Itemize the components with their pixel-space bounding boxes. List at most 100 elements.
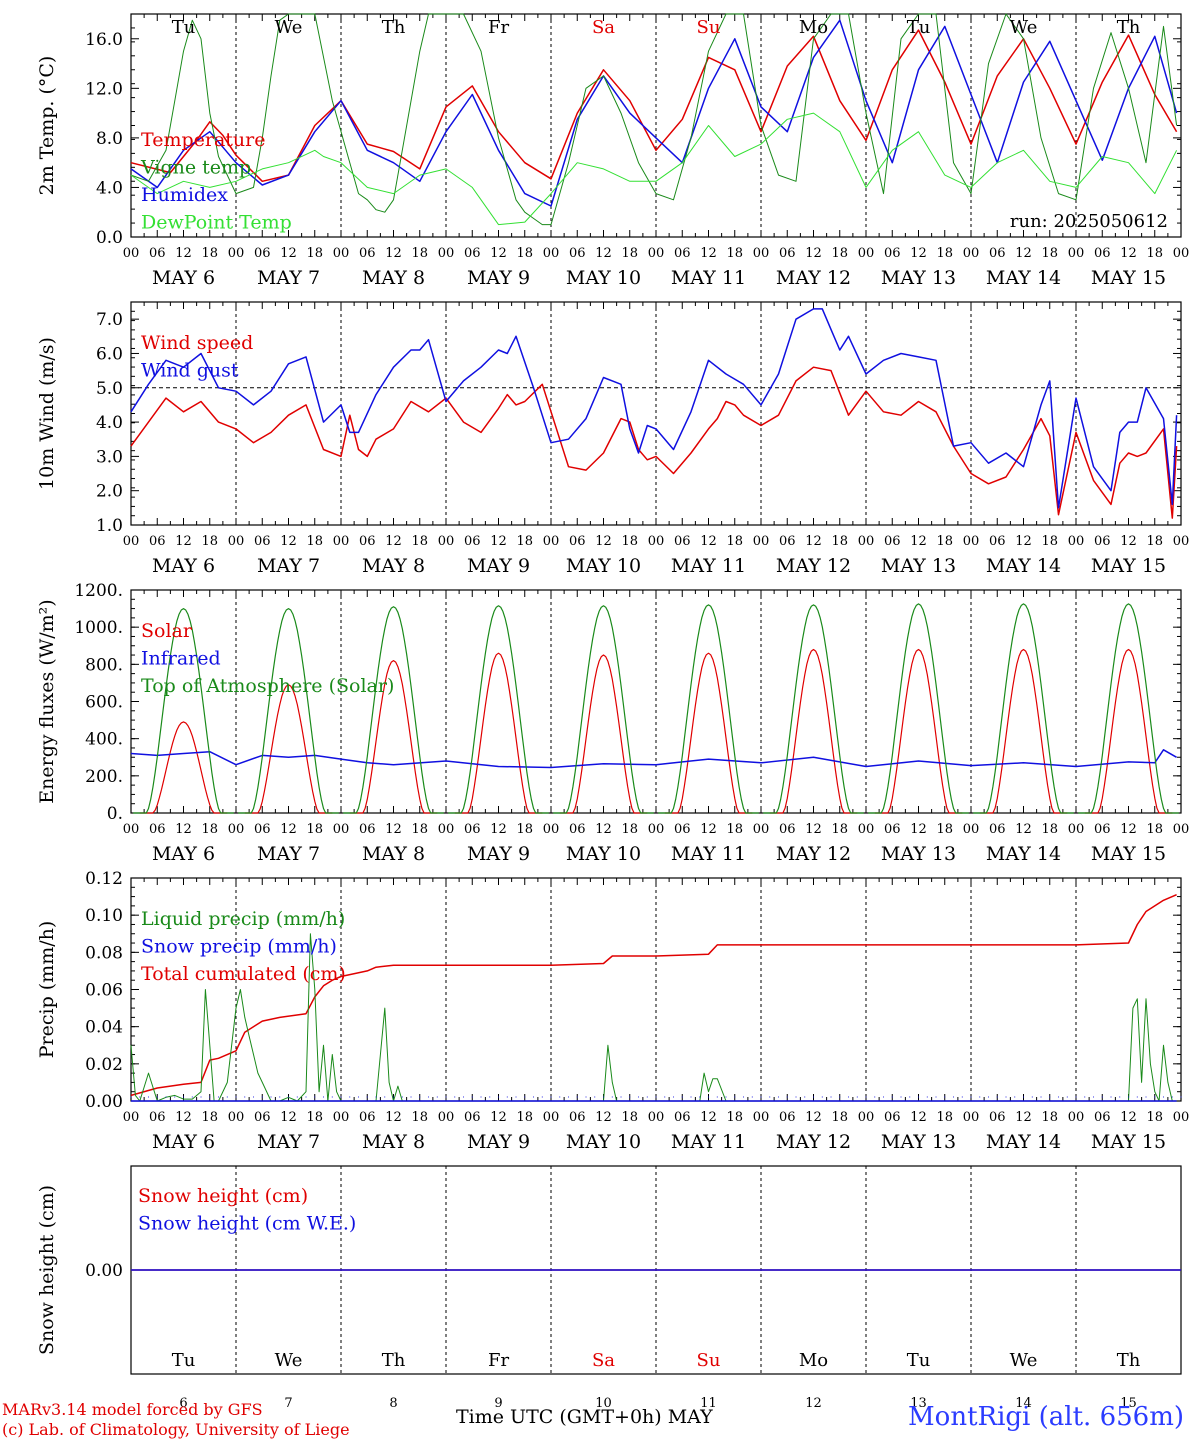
snow-precip-marker: · [217, 1093, 220, 1102]
snow-precip-marker: · [366, 1093, 369, 1102]
snow-precip-marker: · [768, 1093, 771, 1102]
hour-tick-label: 18 [831, 822, 848, 837]
snow-precip-marker: · [585, 1093, 588, 1102]
hour-tick-label: 12 [490, 1110, 507, 1125]
hour-tick-label: 18 [726, 534, 743, 549]
hour-tick-label: 06 [464, 1110, 481, 1125]
hour-tick-label: 06 [464, 246, 481, 261]
solar-line-day-7 [769, 648, 858, 814]
snow-precip-marker: · [865, 1093, 868, 1102]
weekday-label: Sa [592, 17, 615, 38]
hour-tick-label: 00 [333, 246, 350, 261]
hour-tick-label: 12 [805, 1110, 822, 1125]
legend-entry: Top of Atmosphere (Solar) [141, 675, 394, 697]
hour-tick-label: 00 [963, 1110, 980, 1125]
solar-line-day-10 [1084, 648, 1173, 814]
snow-precip-marker: · [1040, 1093, 1043, 1102]
snow-precip-marker: · [637, 1093, 640, 1102]
snow-precip-marker: · [567, 1093, 570, 1102]
y-tick-label: 0.04 [85, 1018, 123, 1038]
snow-precip-marker: · [838, 1093, 841, 1102]
weekday-label-bottom: Tu [907, 1350, 931, 1371]
snow-precip-marker: · [515, 1093, 518, 1102]
snow-precip-marker: · [532, 1093, 535, 1102]
hour-tick-label: 12 [595, 1110, 612, 1125]
hour-tick-label: 18 [936, 534, 953, 549]
snow-precip-marker: · [716, 1093, 719, 1102]
snow-precip-marker: · [1162, 1093, 1165, 1102]
snow-precip-marker: · [488, 1093, 491, 1102]
snow-precip-marker: · [576, 1093, 579, 1102]
hour-tick-label: 06 [149, 1110, 166, 1125]
snow-precip-marker: · [620, 1093, 623, 1102]
hour-tick-label: 18 [516, 246, 533, 261]
y-tick-label: 2.0 [96, 482, 123, 502]
hour-tick-label: 12 [175, 246, 192, 261]
snow-precip-marker: · [436, 1093, 439, 1102]
snow-precip-marker: · [471, 1093, 474, 1102]
hour-tick-label: 18 [201, 1110, 218, 1125]
hour-tick-label: 12 [280, 534, 297, 549]
legend-entry: Wind gust [141, 360, 239, 382]
snow-precip-marker: · [698, 1093, 701, 1102]
date-label: MAY 15 [1091, 555, 1166, 577]
snow-precip-marker: · [226, 1093, 229, 1102]
weekday-label-bottom: We [1010, 1350, 1038, 1371]
y-tick-label: 400. [85, 730, 123, 750]
hour-tick-label: 00 [648, 534, 665, 549]
snow-precip-marker: · [453, 1093, 456, 1102]
hour-tick-label: 12 [1120, 1110, 1137, 1125]
hour-tick-label: 06 [1094, 822, 1111, 837]
date-label: MAY 6 [152, 267, 215, 289]
hour-tick-label: 06 [149, 822, 166, 837]
top-of-atmosphere-solar-line-day-2 [238, 607, 339, 814]
hour-tick-label: 00 [753, 534, 770, 549]
hour-tick-label: 18 [726, 822, 743, 837]
snow-precip-marker: · [1153, 1093, 1156, 1102]
hour-tick-label: 18 [1146, 1110, 1163, 1125]
weekday-label-bottom: Mo [799, 1350, 828, 1371]
date-label: MAY 14 [986, 1131, 1061, 1153]
y-tick-label: 6.0 [96, 344, 123, 364]
panel-frame-1 [130, 13, 1182, 238]
legend-entry: Solar [141, 620, 193, 642]
hour-tick-label: 06 [779, 822, 796, 837]
hour-tick-label: 00 [858, 534, 875, 549]
snow-precip-marker: · [313, 1093, 316, 1102]
hour-tick-label: 12 [595, 534, 612, 549]
hour-tick-label: 12 [490, 822, 507, 837]
weekday-label: Mo [799, 17, 828, 38]
hour-tick-label: 06 [884, 1110, 901, 1125]
snow-precip-marker: · [917, 1093, 920, 1102]
snow-precip-marker: · [847, 1093, 850, 1102]
y-tick-label: 12.0 [85, 79, 123, 99]
snow-precip-marker: · [550, 1093, 553, 1102]
hour-tick-label: 12 [280, 246, 297, 261]
top-of-atmosphere-solar-line-day-3 [343, 606, 444, 814]
snow-precip-marker: · [287, 1093, 290, 1102]
hour-tick-label: 12 [700, 534, 717, 549]
snow-precip-marker: · [1145, 1093, 1148, 1102]
snow-precip-marker: · [1013, 1093, 1016, 1102]
snow-precip-marker: · [1066, 1093, 1069, 1102]
top-of-atmosphere-solar-line-day-7 [763, 604, 864, 814]
snow-precip-marker: · [375, 1093, 378, 1102]
hour-tick-label: 06 [359, 1110, 376, 1125]
hour-tick-label: 18 [201, 822, 218, 837]
hour-tick-label: 12 [1015, 246, 1032, 261]
snow-precip-marker: · [812, 1093, 815, 1102]
date-label: MAY 7 [257, 843, 320, 865]
solar-line-day-8 [874, 648, 963, 814]
date-label: MAY 11 [671, 1131, 746, 1153]
hour-tick-label: 12 [385, 246, 402, 261]
weekday-label-bottom: Tu [172, 1350, 196, 1371]
y-axis-label: Snow height (cm) [36, 1185, 58, 1355]
hour-tick-label: 18 [726, 246, 743, 261]
hour-tick-label: 12 [805, 534, 822, 549]
snow-precip-marker: · [952, 1093, 955, 1102]
panel-frame-3 [130, 589, 1182, 814]
snow-precip-marker: · [506, 1093, 509, 1102]
snow-precip-marker: · [856, 1093, 859, 1102]
top-of-atmosphere-solar-line-day-1 [133, 607, 234, 814]
hour-tick-label: 12 [910, 1110, 927, 1125]
